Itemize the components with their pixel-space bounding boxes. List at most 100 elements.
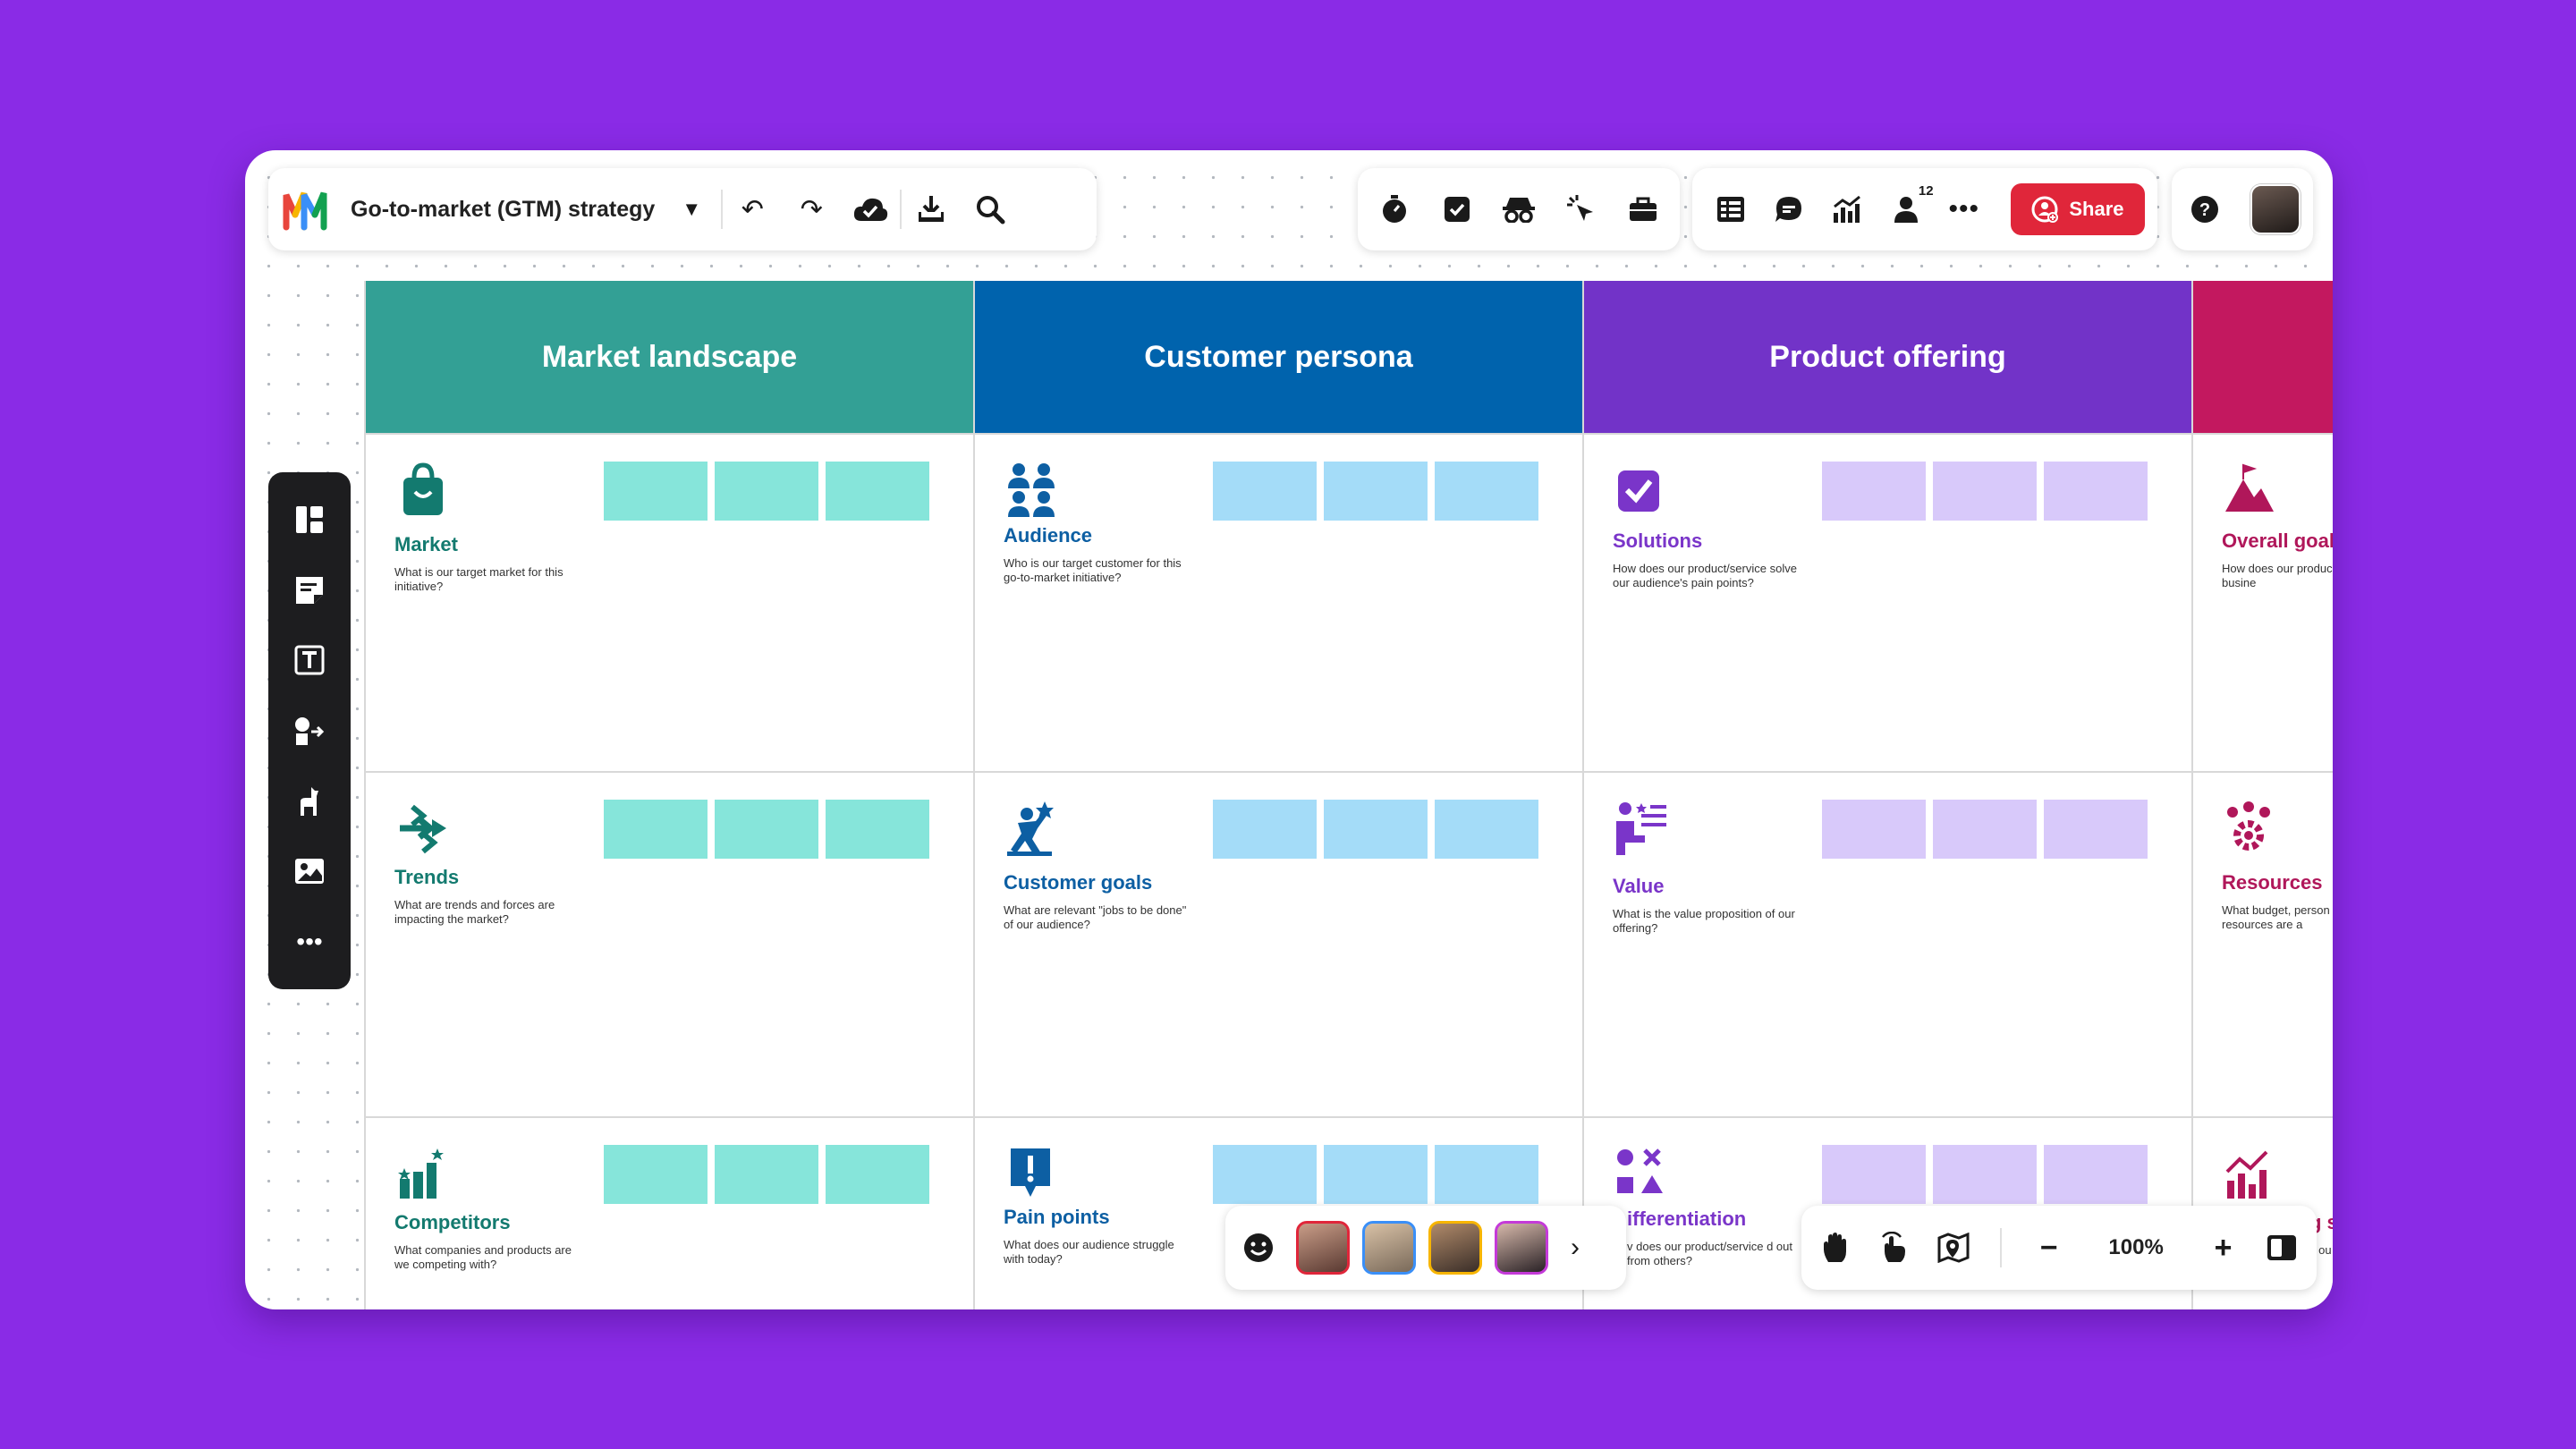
sticky-note[interactable]	[1933, 800, 2037, 859]
column-header[interactable]: Product offering	[1584, 281, 2191, 433]
cell-trends[interactable]: Trends What are trends and forces are im…	[366, 771, 973, 1116]
collaborator-count-badge: 12	[1918, 183, 1934, 199]
search-icon[interactable]	[970, 189, 1011, 230]
sticky-group	[604, 462, 929, 521]
sticky-note[interactable]	[1435, 462, 1538, 521]
toolkit-briefcase-icon[interactable]	[1623, 189, 1664, 230]
cell-customer-goals[interactable]: Customer goals What are relevant "jobs t…	[975, 771, 1582, 1116]
sticky-note[interactable]	[1822, 462, 1926, 521]
cell-description: v does our product/service d out from ot…	[1627, 1240, 1792, 1267]
sticky-note[interactable]	[1213, 800, 1317, 859]
sticky-note[interactable]	[604, 462, 708, 521]
sticky-note[interactable]	[1324, 800, 1428, 859]
image-upload-icon[interactable]	[289, 851, 330, 892]
cell-pain-points[interactable]: Pain points What does our audience strug…	[975, 1116, 1582, 1309]
zoom-out-icon[interactable]: −	[2039, 1230, 2058, 1265]
collaborator-avatar[interactable]	[1296, 1221, 1350, 1275]
column-header[interactable]	[2193, 281, 2333, 433]
sticky-note[interactable]	[1324, 1145, 1428, 1204]
text-tool-icon[interactable]	[289, 640, 330, 681]
collaborator-avatar[interactable]	[1495, 1221, 1548, 1275]
sticky-note[interactable]	[1822, 800, 1926, 859]
sticky-note[interactable]	[1933, 1145, 2037, 1204]
checkbox-icon	[1618, 470, 1659, 512]
navigation-bar: − 100% +	[1801, 1206, 2317, 1290]
cell-competitors[interactable]: Competitors What companies and products …	[366, 1116, 973, 1309]
download-icon[interactable]	[911, 189, 952, 230]
minimap-toggle-icon[interactable]	[2261, 1227, 2302, 1268]
llama-icon[interactable]	[289, 781, 330, 822]
sticky-note[interactable]	[604, 1145, 708, 1204]
sticky-note[interactable]	[826, 1145, 929, 1204]
sticky-note-icon[interactable]	[289, 570, 330, 611]
collaboration-toolbar	[1358, 168, 1680, 250]
help-icon[interactable]: ?	[2184, 189, 2225, 230]
share-button[interactable]: Share	[2010, 183, 2145, 235]
map-location-icon[interactable]	[1933, 1227, 1974, 1268]
cloud-saved-icon[interactable]	[850, 189, 891, 230]
cell-solutions[interactable]: Solutions How does our product/service s…	[1584, 433, 2191, 771]
templates-icon[interactable]	[289, 499, 330, 540]
board-title[interactable]: Go-to-market (GTM) strategy	[351, 196, 656, 222]
sticky-note[interactable]	[1933, 462, 2037, 521]
cell-title: Resources	[2222, 871, 2323, 894]
undo-icon[interactable]: ↶	[741, 194, 764, 225]
sticky-note[interactable]	[715, 1145, 818, 1204]
sticky-note[interactable]	[1213, 1145, 1317, 1204]
sticky-note[interactable]	[715, 800, 818, 859]
activity-chart-icon[interactable]	[1826, 189, 1868, 230]
sticky-group	[1822, 1145, 2148, 1204]
chevron-right-icon[interactable]: ›	[1571, 1233, 1580, 1262]
sticky-note[interactable]	[2044, 800, 2148, 859]
touch-interaction-icon[interactable]	[1874, 1227, 1915, 1268]
comment-icon[interactable]	[1768, 189, 1809, 230]
zoom-level[interactable]: 100%	[2108, 1235, 2164, 1259]
sticky-note[interactable]	[826, 800, 929, 859]
bar-chart-stars-icon	[398, 1148, 444, 1199]
attention-cursor-icon[interactable]	[1561, 189, 1602, 230]
timer-icon[interactable]	[1374, 189, 1415, 230]
cell-differentiation[interactable]: ifferentiation v does our product/servic…	[1584, 1116, 2191, 1309]
sticky-note[interactable]	[1435, 800, 1538, 859]
right-toolbar: 12 ••• Share	[1692, 168, 2157, 250]
layout-list-icon[interactable]	[1710, 189, 1751, 230]
sticky-note[interactable]	[826, 462, 929, 521]
cell-value[interactable]: Value What is the value proposition of o…	[1584, 771, 2191, 1116]
sticky-note[interactable]	[2044, 1145, 2148, 1204]
sticky-note[interactable]	[2044, 462, 2148, 521]
sticky-note[interactable]	[1822, 1145, 1926, 1204]
more-options-icon[interactable]: •••	[1948, 194, 1979, 224]
column-product-offering: Product offering Solutions How does our …	[1584, 281, 2193, 1309]
growth-chart-icon	[2225, 1150, 2268, 1199]
more-tools-icon[interactable]: •••	[296, 927, 323, 955]
cell-overall-goal[interactable]: Overall goal How does our produc align w…	[2193, 433, 2333, 771]
sticky-note[interactable]	[604, 800, 708, 859]
chevron-down-icon[interactable]: ▼	[682, 198, 702, 220]
shapes-connector-icon[interactable]	[289, 710, 330, 751]
column-header[interactable]: Market landscape	[366, 281, 973, 433]
collaborators-icon[interactable]: 12	[1885, 183, 1934, 230]
cell-audience[interactable]: Audience Who is our target customer for …	[975, 433, 1582, 771]
sticky-note[interactable]	[715, 462, 818, 521]
redo-icon[interactable]: ↷	[800, 194, 823, 225]
column-header[interactable]: Customer persona	[975, 281, 1582, 433]
sticky-group	[1822, 462, 2148, 521]
user-avatar[interactable]	[2250, 184, 2301, 234]
sticky-note[interactable]	[1213, 462, 1317, 521]
cell-description: What companies and products are we compe…	[394, 1243, 572, 1271]
zoom-in-icon[interactable]: +	[2214, 1230, 2233, 1265]
private-mode-icon[interactable]	[1498, 189, 1539, 230]
hand-pan-icon[interactable]	[1816, 1227, 1857, 1268]
cell-title: Value	[1613, 875, 1665, 897]
cell-resources[interactable]: Resources What budget, person other reso…	[2193, 771, 2333, 1116]
sticky-note[interactable]	[1435, 1145, 1538, 1204]
collaborator-avatar[interactable]	[1362, 1221, 1416, 1275]
vote-checkbox-icon[interactable]	[1436, 189, 1478, 230]
sticky-note[interactable]	[1324, 462, 1428, 521]
reactions-smiley-icon[interactable]	[1238, 1227, 1279, 1268]
gtm-board[interactable]: Market landscape Market What is our targ…	[364, 281, 2333, 1309]
account-toolbar: ?	[2172, 168, 2313, 250]
collaborator-avatar[interactable]	[1428, 1221, 1482, 1275]
cell-market[interactable]: Market What is our target market for thi…	[366, 433, 973, 771]
sticky-group	[1822, 800, 2148, 859]
